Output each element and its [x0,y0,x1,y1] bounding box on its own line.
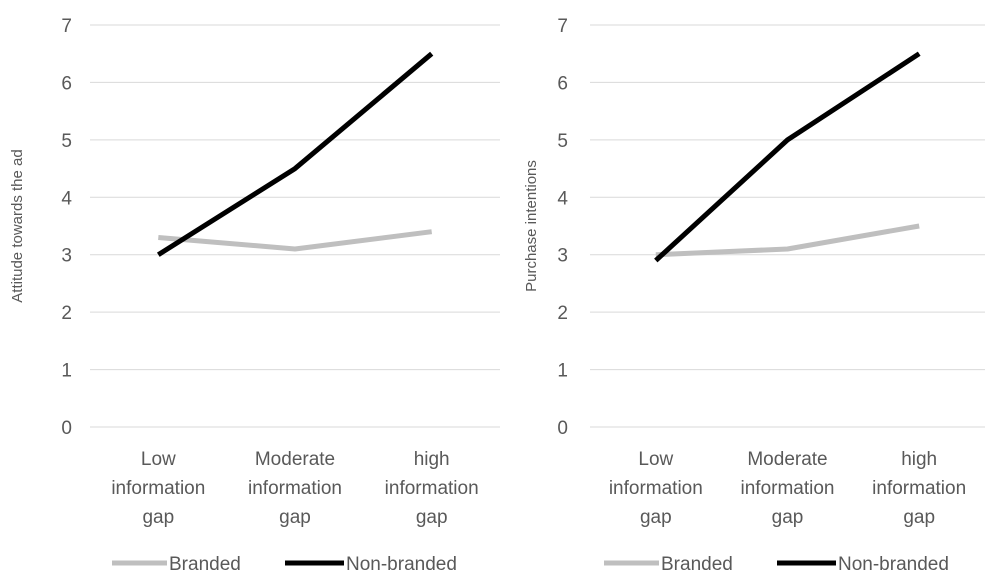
y-tick-label: 6 [557,73,568,94]
x-tick-label: information [248,478,342,499]
y-tick-label: 1 [61,361,72,382]
series-line-branded [158,229,433,252]
x-tick-label: Moderate [747,449,827,470]
x-tick-label: gap [903,507,935,528]
x-tick-label: Low [638,449,673,470]
y-tick-label: 7 [61,16,72,37]
y-axis-label: Attitude towards the ad [9,149,26,302]
chart-1: 0 1 2 3 4 5 6 7 Attitude towards the ad Low inform… [9,16,500,575]
y-tick-label: 3 [61,246,72,267]
y-tick-label: 3 [557,246,568,267]
legend-label: Non-branded [346,554,457,575]
x-tick-label: information [111,478,205,499]
x-tick-label: information [741,478,835,499]
y-tick-label: 6 [61,73,72,94]
x-tick-label: gap [416,507,448,528]
x-tick-label: information [385,478,479,499]
x-tick-label: gap [640,507,672,528]
legend-label: Non-branded [838,554,949,575]
y-tick-label: 4 [557,188,568,209]
x-tick-label: high [414,449,450,470]
y-tick-label: 0 [557,418,568,439]
x-tick-label: high [901,449,937,470]
x-tick-label: Moderate [255,449,335,470]
y-tick-label: 1 [557,361,568,382]
series-line-branded [655,223,920,258]
x-tick-label: Low [141,449,176,470]
series-line-non-branded [654,51,921,263]
legend-label: Branded [661,554,733,575]
x-tick-label: information [872,478,966,499]
x-tick-label: gap [772,507,804,528]
y-tick-label: 2 [557,303,568,324]
y-tick-label: 2 [61,303,72,324]
y-tick-label: 5 [61,131,72,152]
y-tick-label: 7 [557,16,568,37]
y-tick-label: 0 [61,418,72,439]
x-tick-label: information [609,478,703,499]
y-tick-label: 5 [557,131,568,152]
y-axis-label: Purchase intentions [523,160,540,292]
x-tick-label: gap [142,507,174,528]
series-line-non-branded [156,51,434,257]
chart-2: 0 1 2 3 4 5 6 7 Purchase intentions Low informatio… [523,16,985,575]
legend-label: Branded [169,554,241,575]
y-tick-label: 4 [61,188,72,209]
x-tick-label: gap [279,507,311,528]
